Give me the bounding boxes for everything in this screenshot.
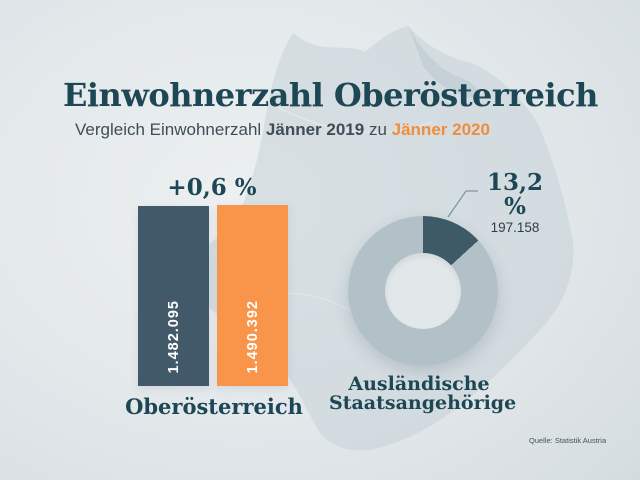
subtitle-connector: zu	[368, 120, 387, 139]
bar-2020-value-wrap: 1.490.392	[217, 300, 288, 374]
page-title: Einwohnerzahl Oberösterreich	[63, 76, 598, 114]
donut-category-label-line1: Ausländische	[348, 373, 490, 395]
growth-percent-label: +0,6 %	[167, 174, 257, 201]
bar-2019-value: 1.482.095	[165, 300, 182, 374]
subtitle-prefix: Vergleich Einwohnerzahl	[75, 120, 262, 139]
donut-hole	[385, 253, 461, 329]
subtitle-period-2019: Jänner 2019	[265, 120, 365, 139]
donut-percent-label: 13,2 %	[486, 169, 544, 221]
page-subtitle: Vergleich Einwohnerzahl Jänner 2019 zu J…	[75, 120, 490, 140]
source-credit: Quelle: Statistik Austria	[529, 436, 607, 445]
subtitle-period-2020: Jänner 2020	[391, 120, 490, 139]
donut-category-label: Ausländische Staatsangehörige	[329, 373, 517, 415]
bar-chart-axis-label: Oberösterreich	[125, 394, 303, 419]
bar-2019: 1.482.095	[138, 206, 209, 386]
donut-callout: 13,2 % 197.158	[474, 169, 556, 236]
donut-value-label: 197.158	[490, 220, 540, 236]
bar-2020: 1.490.392	[217, 205, 288, 386]
bar-2019-value-wrap: 1.482.095	[138, 300, 209, 374]
donut-category-label-line2: Staatsangehörige	[329, 392, 517, 415]
bar-2020-value: 1.490.392	[244, 300, 261, 374]
donut-ring	[348, 216, 498, 366]
bar-chart: 1.482.095 1.490.392	[138, 205, 288, 386]
